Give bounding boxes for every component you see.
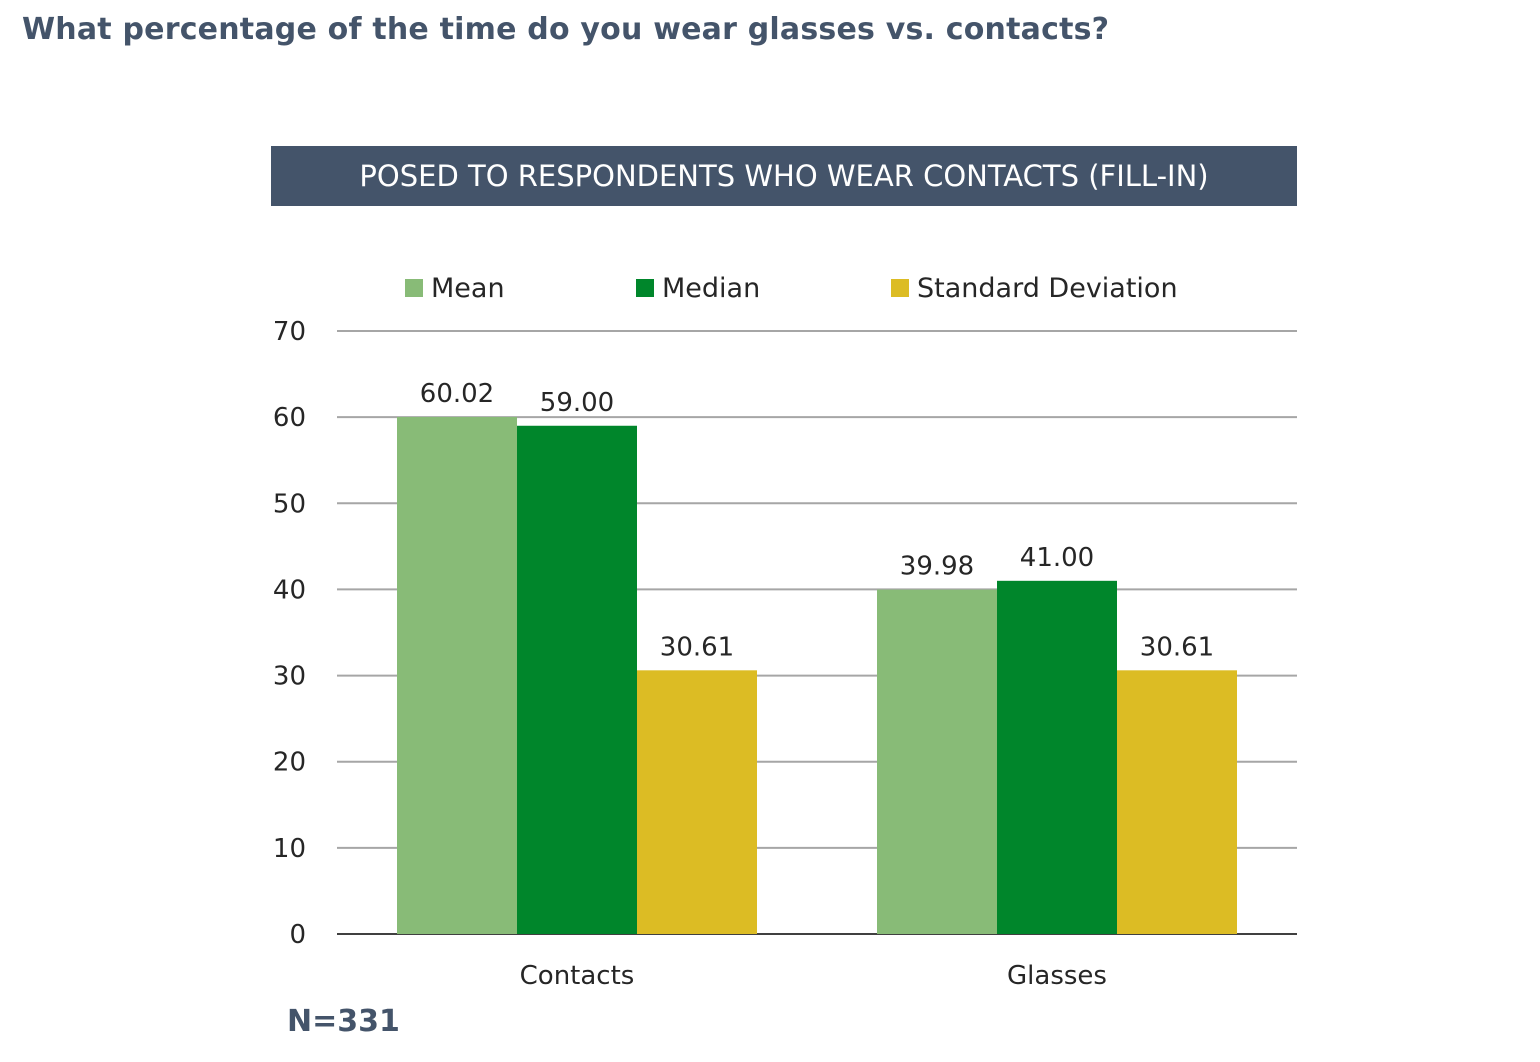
data-label: 59.00 — [540, 388, 614, 418]
sample-size-note: N=331 — [287, 1004, 400, 1039]
legend-label: Mean — [431, 273, 505, 304]
y-tick-label: 60 — [273, 403, 306, 433]
legend: Mean Median Standard Deviation — [405, 273, 1178, 304]
data-label: 60.02 — [420, 379, 494, 409]
y-tick-label: 0 — [289, 920, 306, 950]
y-axis-ticks: 0 10 20 30 40 50 60 70 — [273, 317, 306, 950]
bar-contacts-mean — [397, 416, 517, 934]
y-tick-label: 30 — [273, 662, 306, 692]
data-label: 30.61 — [660, 632, 734, 662]
data-label: 30.61 — [1140, 632, 1214, 662]
bars — [397, 416, 1237, 934]
x-tick-label: Glasses — [1007, 961, 1107, 991]
bar-glasses-median — [997, 580, 1117, 934]
y-tick-label: 20 — [273, 748, 306, 778]
legend-swatch — [636, 279, 654, 297]
y-tick-label: 10 — [273, 834, 306, 864]
legend-swatch — [891, 279, 909, 297]
y-tick-label: 70 — [273, 317, 306, 347]
legend-label: Median — [662, 273, 760, 304]
y-tick-label: 40 — [273, 575, 306, 605]
data-label: 41.00 — [1020, 543, 1094, 573]
bar-glasses-mean — [877, 589, 997, 934]
legend-swatch — [405, 279, 423, 297]
x-tick-label: Contacts — [520, 961, 635, 991]
data-labels: 60.02 59.00 30.61 39.98 41.00 30.61 — [420, 379, 1214, 662]
legend-label: Standard Deviation — [917, 273, 1178, 304]
y-tick-label: 50 — [273, 489, 306, 519]
chart-banner: POSED TO RESPONDENTS WHO WEAR CONTACTS (… — [271, 146, 1297, 206]
bar-glasses-standard-deviation — [1117, 670, 1237, 934]
x-axis-ticks: Contacts Glasses — [520, 961, 1107, 991]
bar-contacts-standard-deviation — [637, 670, 757, 934]
bar-contacts-median — [517, 425, 637, 934]
data-label: 39.98 — [900, 552, 974, 582]
page-title: What percentage of the time do you wear … — [22, 12, 1110, 47]
